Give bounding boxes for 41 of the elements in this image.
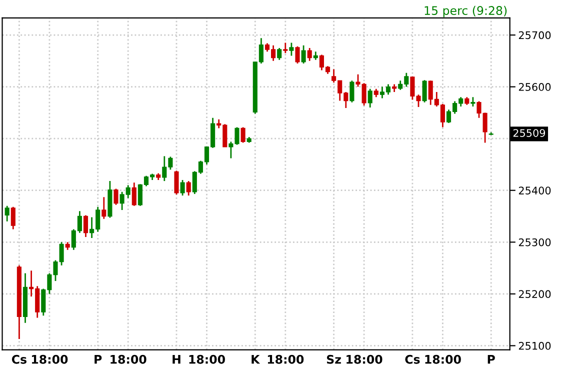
candlestick: [10, 206, 16, 230]
candlestick: [422, 79, 427, 104]
x-tick-label: 18:00: [189, 354, 225, 364]
candlestick: [83, 214, 88, 238]
x-tick-label: 18:00: [346, 354, 382, 364]
x-tick-label: 18:00: [268, 354, 304, 364]
candlestick: [240, 126, 246, 144]
chart-subtitle: 15 perc (9:28): [424, 6, 507, 18]
candlestick: [289, 42, 294, 56]
y-tick-label: 25400: [518, 186, 551, 194]
candlestick: [132, 182, 136, 207]
x-tick-label: P: [488, 355, 495, 364]
y-tick-label: 25600: [518, 83, 551, 91]
text: 25509: [513, 129, 546, 137]
candlestick: [307, 47, 312, 62]
x-tick-label: 18:00: [425, 354, 461, 364]
candlestick: [368, 88, 372, 108]
x-tick-label: 18:00: [32, 354, 68, 364]
y-tick-label: 25200: [518, 290, 551, 298]
x-tick-label: P: [94, 355, 102, 364]
candlestick: [301, 44, 306, 64]
candlestick: [114, 188, 118, 206]
y-tick-label: 25300: [518, 238, 551, 246]
candlestick: [180, 179, 185, 196]
candlestick: [102, 196, 106, 220]
x-tick-label: Cs: [12, 354, 26, 364]
candlestick: [350, 80, 354, 104]
candlestick: [186, 180, 191, 196]
candlestick: [277, 47, 282, 61]
y-tick-label: 25700: [518, 31, 551, 40]
candlestick: [283, 42, 288, 54]
candlestick: [174, 170, 179, 196]
candlestick: [4, 205, 10, 222]
y-tick-label: 25100: [518, 342, 551, 350]
candlestick: [470, 96, 476, 108]
x-tick-label: K: [252, 355, 260, 364]
x-tick-label: 18:00: [110, 354, 146, 364]
candlestick: [295, 46, 300, 64]
x-tick-label: Cs: [405, 354, 420, 364]
x-tick-label: Sz: [326, 354, 341, 364]
x-tick-label: H: [172, 355, 180, 364]
